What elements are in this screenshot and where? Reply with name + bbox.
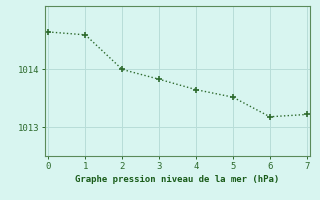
X-axis label: Graphe pression niveau de la mer (hPa): Graphe pression niveau de la mer (hPa) bbox=[76, 175, 280, 184]
